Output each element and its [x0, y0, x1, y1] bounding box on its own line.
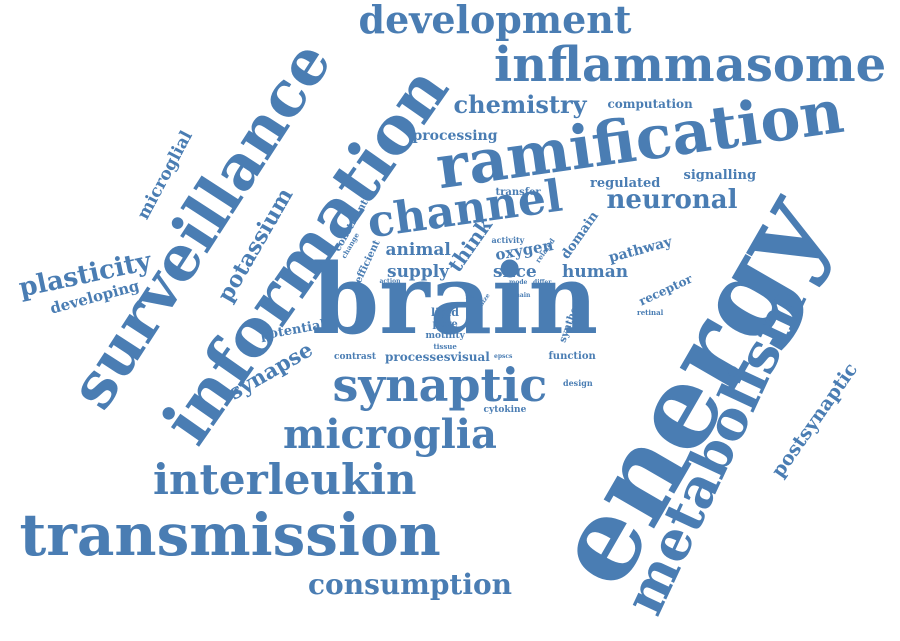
word-brain: brain: [312, 243, 599, 356]
word-microglia: microglia: [283, 411, 497, 458]
word-consumption: consumption: [308, 568, 513, 601]
word-computation: computation: [607, 97, 693, 111]
word-inflammasome: inflammasome: [494, 37, 887, 93]
word-activity: activity: [491, 235, 525, 245]
word-signalling: signalling: [683, 167, 757, 183]
word-cytokine: cytokine: [483, 404, 527, 415]
word-pore: pore: [432, 319, 458, 330]
word-transmission: transmission: [19, 501, 441, 569]
word-motility: motility: [425, 330, 465, 341]
word-differ: differ: [533, 279, 552, 286]
word-action: action: [379, 278, 401, 285]
word-tissue: tissue: [433, 341, 457, 351]
word-neuronal: neuronal: [606, 185, 738, 215]
word-synaptic: synaptic: [332, 358, 548, 412]
word-visual: visual: [450, 350, 490, 364]
word-animal: animal: [385, 239, 451, 260]
word-retinal: retinal: [637, 307, 664, 317]
word-contrast: contrast: [334, 351, 376, 362]
word-human: human: [562, 261, 629, 282]
word-pfc: pfc: [465, 293, 475, 300]
word-processes: processes: [385, 350, 451, 364]
word-processing: processing: [412, 128, 498, 144]
word-interleukin: interleukin: [153, 455, 417, 504]
word-regulated: regulated: [590, 175, 661, 191]
word-development: development: [358, 0, 632, 42]
word-mode: mode: [509, 279, 528, 286]
word-pathway: pathway: [606, 233, 674, 267]
word-main: main: [513, 292, 531, 299]
word-function: function: [548, 351, 596, 362]
word-design: design: [563, 378, 593, 388]
word-lipid: lipid: [431, 305, 459, 319]
word-chemistry: chemistry: [453, 90, 587, 119]
word-epscs: epscs: [494, 353, 513, 360]
word-transfer: transfer: [495, 187, 541, 198]
word-supply: supply: [387, 261, 450, 282]
word-slice: slice: [493, 261, 537, 282]
